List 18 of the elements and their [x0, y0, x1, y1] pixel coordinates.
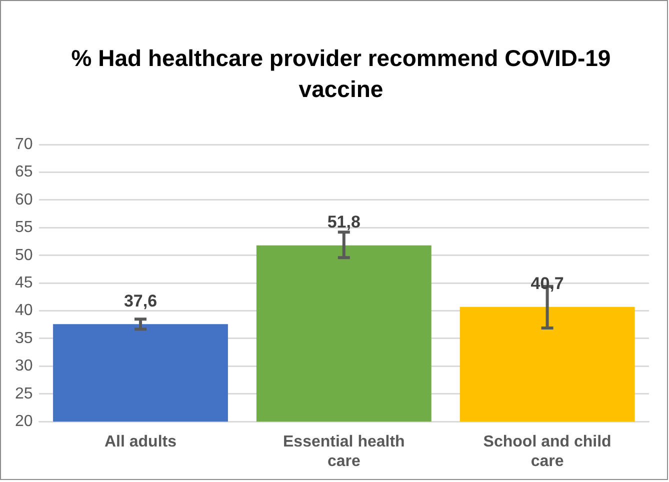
x-tick-label: Essential health care: [282, 434, 405, 470]
y-tick-label: 60: [15, 191, 33, 208]
y-tick-label: 45: [15, 274, 33, 292]
x-tick-label: All adults: [104, 434, 177, 451]
y-tick-label: 55: [15, 219, 33, 236]
data-label: 51,8: [327, 212, 360, 232]
y-tick-label: 35: [15, 330, 33, 347]
data-label: 37,6: [124, 291, 158, 310]
x-tick-label: School and child care: [483, 434, 612, 470]
y-tick-label: 65: [15, 164, 33, 181]
y-tick-label: 70: [15, 136, 33, 154]
y-tick-label: 50: [15, 246, 33, 264]
y-tick-label: 40: [15, 302, 33, 320]
y-tick-label: 25: [15, 385, 33, 402]
y-tick-label: 20: [15, 413, 33, 430]
data-label: 40,7: [530, 274, 564, 294]
chart-title: % Had healthcare provider recommend COVID-19 vaccine: [70, 44, 612, 104]
y-tick-label: 30: [15, 358, 33, 375]
